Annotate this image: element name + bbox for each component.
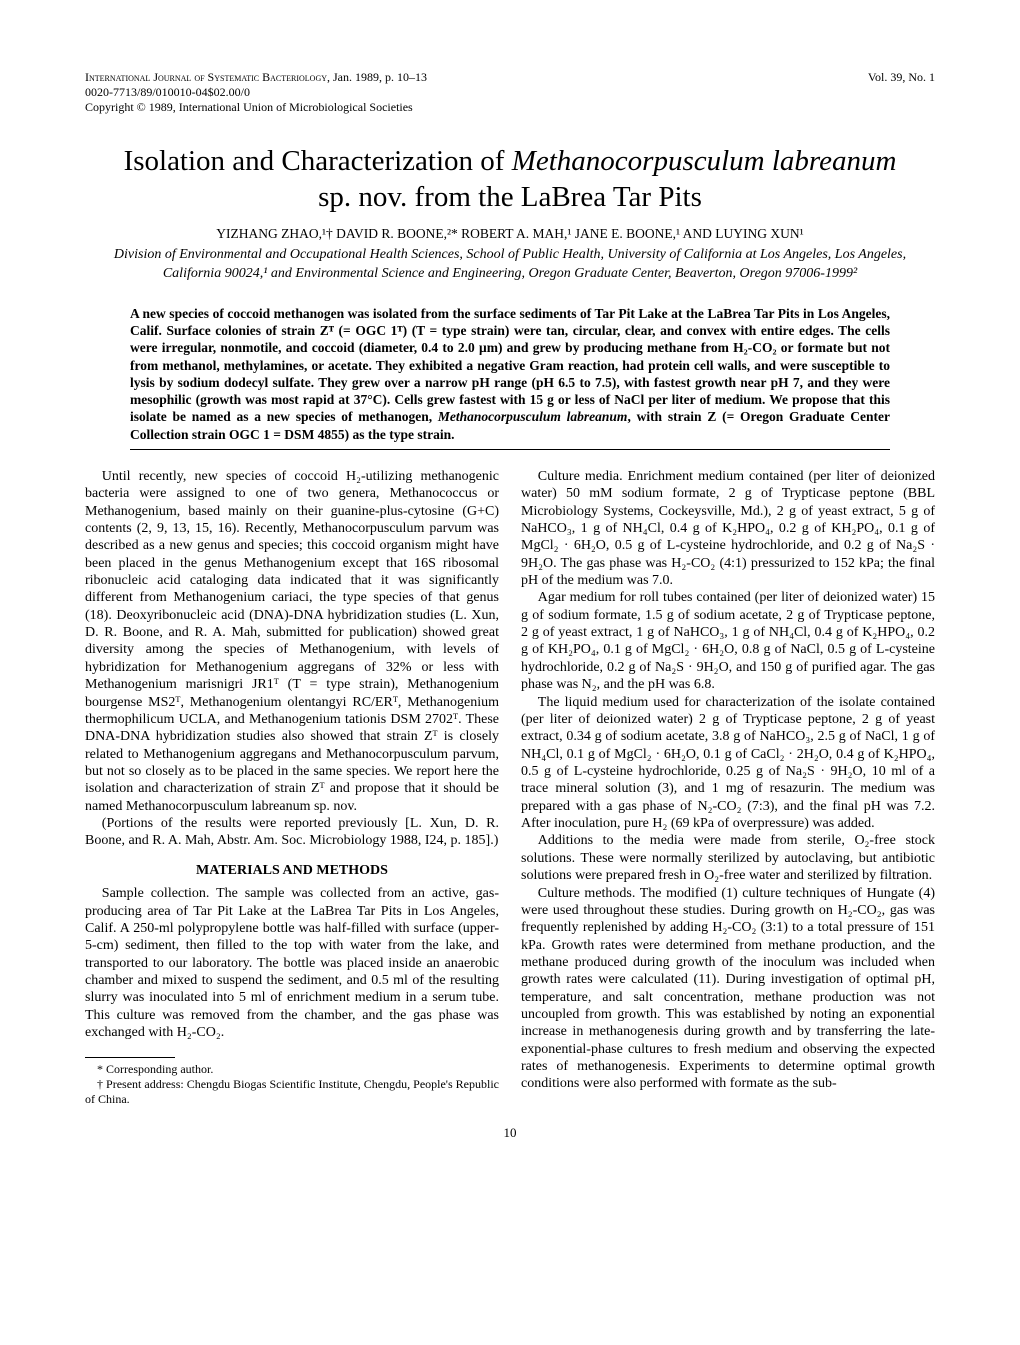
section-heading-materials: MATERIALS AND METHODS [85,862,499,879]
footnote-address: † Present address: Chengdu Biogas Scient… [85,1077,499,1107]
intro-paragraph-1: Until recently, new species of coccoid H… [85,468,499,815]
abstract-text1: A new species of coccoid methanogen was … [130,306,890,425]
culture-media-p3: The liquid medium used for characterizat… [521,694,935,833]
authors: YIZHANG ZHAO,¹† DAVID R. BOONE,²* ROBERT… [85,226,935,243]
footnote-corresponding: * Corresponding author. [85,1062,499,1077]
abstract-rule [130,449,890,450]
footnotes: * Corresponding author. † Present addres… [85,1062,499,1107]
title-part2: sp. nov. from the LaBrea Tar Pits [318,181,702,213]
affiliations: Division of Environmental and Occupation… [85,246,935,282]
abstract: A new species of coccoid methanogen was … [130,305,890,443]
title-species: Methanocorpusculum labreanum [512,145,897,177]
abstract-species: Methanocorpusculum labreanum [438,409,628,424]
page-number: 10 [85,1125,935,1141]
culture-media-p1: Culture media. Enrichment medium contain… [521,468,935,590]
running-head: International Journal of Systematic Bact… [85,70,935,115]
title-block: Isolation and Characterization of Methan… [85,143,935,283]
intro-paragraph-2: (Portions of the results were reported p… [85,815,499,850]
article-title: Isolation and Characterization of Methan… [85,143,935,216]
date-pages: , Jan. 1989, p. 10–13 [327,70,427,84]
culture-media-p2: Agar medium for roll tubes contained (pe… [521,589,935,693]
culture-media-p4: Additions to the media were made from st… [521,832,935,884]
culture-methods-paragraph: Culture methods. The modified (1) cultur… [521,885,935,1093]
journal-date-line: International Journal of Systematic Bact… [85,70,427,85]
title-part1: Isolation and Characterization of [124,145,512,177]
sample-collection-paragraph: Sample collection. The sample was collec… [85,885,499,1041]
footnote-separator [85,1057,175,1058]
journal-name: International Journal of Systematic Bact… [85,70,327,84]
copyright-line: Copyright © 1989, International Union of… [85,100,427,115]
body-columns: Until recently, new species of coccoid H… [85,468,935,1108]
vol-issue: Vol. 39, No. 1 [868,70,935,115]
issn-line: 0020-7713/89/010010-04$02.00/0 [85,85,427,100]
